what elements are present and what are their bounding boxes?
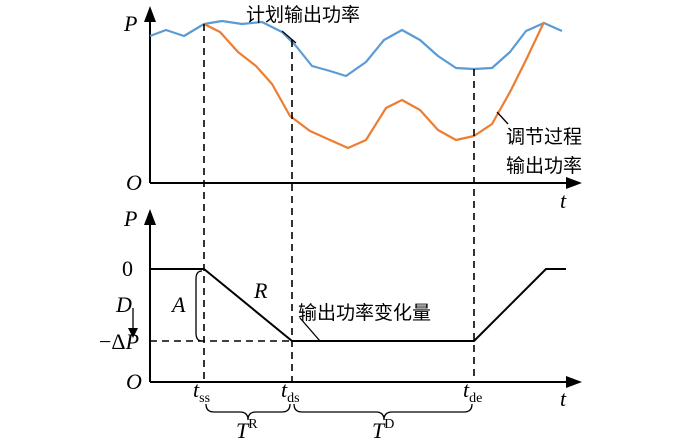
bottom-x-axis-arrow xyxy=(566,376,582,388)
planned-label-leader xyxy=(281,30,297,44)
regulated-label-leader xyxy=(496,111,509,125)
bottom-y-label: P xyxy=(123,206,137,231)
tr-label: TR xyxy=(236,417,258,440)
regulated-power-curve xyxy=(203,21,545,150)
planned-power-label: 计划输出功率 xyxy=(246,4,360,26)
r-label: R xyxy=(253,278,268,303)
td-brace xyxy=(293,403,473,421)
power-change-label: 输出功率变化量 xyxy=(298,302,431,324)
regulated-power-label-line1: 调节过程 xyxy=(506,126,582,148)
power-change-profile xyxy=(150,268,566,342)
bottom-y-axis-arrow xyxy=(144,209,156,225)
top-x-label: t xyxy=(560,188,567,213)
td-label: TD xyxy=(372,417,394,440)
t-ds-label: tds xyxy=(281,377,300,406)
tr-brace xyxy=(205,403,291,421)
t-ss-label: tss xyxy=(193,377,210,406)
bottom-x-label: t xyxy=(560,386,567,411)
top-x-axis-arrow xyxy=(566,177,582,189)
change-label-leader xyxy=(299,317,321,342)
neg-delta-p-label: −ΔP xyxy=(99,329,139,354)
a-bracket xyxy=(195,270,203,342)
duration-braces: TR TD xyxy=(205,403,473,440)
a-label: A xyxy=(170,292,186,317)
top-origin-label: O xyxy=(126,170,142,195)
top-y-axis-arrow xyxy=(144,6,156,22)
regulated-power-label-line2: 输出功率 xyxy=(506,155,582,177)
zero-label: 0 xyxy=(122,256,133,281)
time-markers: tss tds tde xyxy=(193,24,482,406)
t-de-label: tde xyxy=(463,377,482,406)
d-label: D xyxy=(115,292,132,317)
top-chart: P O t 计划输出功率 调节过程 输出功率 xyxy=(123,4,582,213)
planned-power-curve xyxy=(149,19,563,78)
bottom-origin-label: O xyxy=(126,369,142,394)
bottom-chart: P 0 −ΔP D A R 输出功率变化量 O t xyxy=(99,206,582,411)
top-y-label: P xyxy=(123,11,137,36)
d-arrow-head xyxy=(128,328,138,338)
